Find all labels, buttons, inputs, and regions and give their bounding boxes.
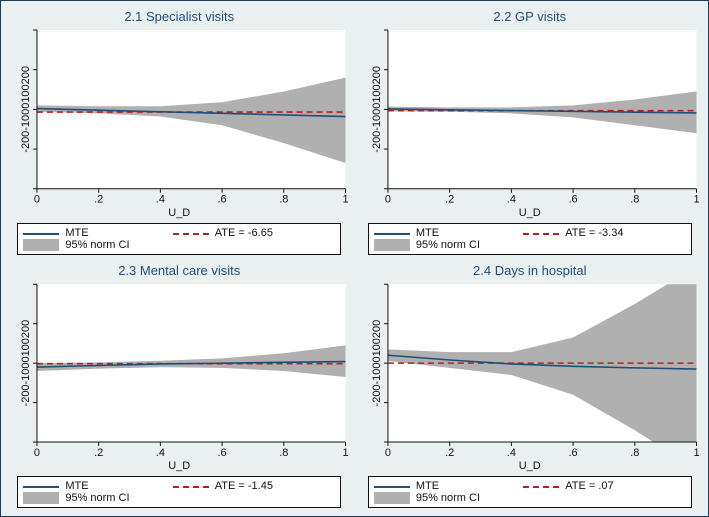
svg-text:.4: .4 xyxy=(156,447,165,459)
ci-swatch-icon xyxy=(374,239,410,251)
ci-swatch-icon xyxy=(374,492,410,504)
svg-text:.2: .2 xyxy=(445,194,454,206)
legend-item-mte: MTE xyxy=(374,480,517,492)
plot-svg: -200-1000100200 0 .2 .4 .6 .8 1 xyxy=(7,26,352,207)
panel-title: 2.2 GP visits xyxy=(493,9,566,24)
mte-line-icon xyxy=(23,227,59,239)
svg-text:-200-1000100200: -200-1000100200 xyxy=(20,66,32,153)
svg-text:.6: .6 xyxy=(568,447,577,459)
mte-line-icon xyxy=(374,480,410,492)
legend-box: MTE ATE = -3.34 95% norm CI xyxy=(368,223,692,255)
plot-svg: -200-1000100200 0 .2 .4 .6 .8 1 xyxy=(358,280,703,460)
svg-text:-200-1000100200: -200-1000100200 xyxy=(20,320,32,407)
svg-text:.8: .8 xyxy=(279,447,288,459)
legend-item-ate: ATE = -1.45 xyxy=(173,480,329,492)
ate-line-icon xyxy=(523,480,559,492)
legend-label-mte: MTE xyxy=(416,480,439,492)
svg-text:.6: .6 xyxy=(218,447,227,459)
legend-label-ate: ATE = -6.65 xyxy=(215,227,273,239)
plot-wrap: -200-1000100200 0 .2 .4 .6 .8 1 U_D xyxy=(358,26,703,219)
svg-text:.6: .6 xyxy=(568,194,577,206)
svg-text:.2: .2 xyxy=(94,447,103,459)
svg-text:0: 0 xyxy=(34,194,40,206)
panel-title: 2.4 Days in hospital xyxy=(473,263,586,278)
legend-label-ci: 95% norm CI xyxy=(65,492,129,504)
plot-svg: -200-1000100200 0 .2 .4 .6 .8 1 xyxy=(7,280,352,460)
svg-text:.4: .4 xyxy=(156,194,165,206)
plot-wrap: -200-1000100200 0 .2 .4 .6 .8 1 U_D xyxy=(358,280,703,472)
legend-label-mte: MTE xyxy=(65,480,88,492)
ate-line-icon xyxy=(523,227,559,239)
svg-text:1: 1 xyxy=(342,447,348,459)
legend-item-ate: ATE = -3.34 xyxy=(523,227,679,239)
svg-text:.4: .4 xyxy=(506,194,515,206)
svg-text:-200-1000100200: -200-1000100200 xyxy=(370,320,382,407)
svg-text:.8: .8 xyxy=(630,447,639,459)
legend-box: MTE ATE = -6.65 95% norm CI xyxy=(17,223,341,255)
mte-line-icon xyxy=(374,227,410,239)
panel-2-1: 2.1 Specialist visits -200-1000100200 0 .2… xyxy=(7,9,352,255)
legend-label-ate: ATE = -3.34 xyxy=(565,227,623,239)
legend-item-ci: 95% norm CI xyxy=(374,492,480,504)
svg-text:.8: .8 xyxy=(279,194,288,206)
legend-item-ate: ATE = .07 xyxy=(523,480,679,492)
plot-wrap: -200-1000100200 0 .2 .4 .6 .8 1 U_D xyxy=(7,26,352,219)
legend-item-ci: 95% norm CI xyxy=(374,239,480,251)
panel-2-4: 2.4 Days in hospital -200-1000100200 0 .2.… xyxy=(358,263,703,508)
legend-item-ate: ATE = -6.65 xyxy=(173,227,329,239)
panel-grid: 2.1 Specialist visits -200-1000100200 0 .2… xyxy=(1,1,708,516)
legend-box: MTE ATE = -1.45 95% norm CI xyxy=(17,476,341,508)
legend-item-ci: 95% norm CI xyxy=(23,239,129,251)
x-axis-label: U_D xyxy=(7,460,352,472)
ci-swatch-icon xyxy=(23,239,59,251)
svg-text:-200-1000100200: -200-1000100200 xyxy=(370,66,382,153)
svg-text:.8: .8 xyxy=(630,194,639,206)
x-axis-label: U_D xyxy=(358,207,703,219)
svg-text:.2: .2 xyxy=(94,194,103,206)
svg-text:.6: .6 xyxy=(218,194,227,206)
legend-label-ci: 95% norm CI xyxy=(65,239,129,251)
svg-text:1: 1 xyxy=(693,194,699,206)
ate-line-icon xyxy=(173,227,209,239)
svg-text:1: 1 xyxy=(342,194,348,206)
legend-item-mte: MTE xyxy=(23,227,166,239)
legend-label-ate: ATE = .07 xyxy=(565,480,613,492)
svg-text:.2: .2 xyxy=(445,447,454,459)
legend-label-mte: MTE xyxy=(65,227,88,239)
legend-item-mte: MTE xyxy=(374,227,517,239)
panel-title: 2.1 Specialist visits xyxy=(124,9,234,24)
svg-text:1: 1 xyxy=(693,447,699,459)
svg-text:0: 0 xyxy=(384,447,390,459)
legend-item-mte: MTE xyxy=(23,480,166,492)
legend-label-ci: 95% norm CI xyxy=(416,492,480,504)
legend-label-mte: MTE xyxy=(416,227,439,239)
panel-2-2: 2.2 GP visits -200-1000100200 0 .2 .4 .6 .8 1 … xyxy=(358,9,703,255)
legend-box: MTE ATE = .07 95% norm CI xyxy=(368,476,692,508)
svg-text:0: 0 xyxy=(34,447,40,459)
legend-item-ci: 95% norm CI xyxy=(23,492,129,504)
legend-label-ci: 95% norm CI xyxy=(416,239,480,251)
plot-wrap: -200-1000100200 0 .2 .4 .6 .8 1 U_D xyxy=(7,280,352,472)
plot-svg: -200-1000100200 0 .2 .4 .6 .8 1 xyxy=(358,26,703,207)
panel-title: 2.3 Mental care visits xyxy=(118,263,240,278)
x-axis-label: U_D xyxy=(358,460,703,472)
mte-line-icon xyxy=(23,480,59,492)
ate-line-icon xyxy=(173,480,209,492)
svg-text:0: 0 xyxy=(384,194,390,206)
ci-swatch-icon xyxy=(23,492,59,504)
panel-2-3: 2.3 Mental care visits -200-1000100200 0.… xyxy=(7,263,352,508)
x-axis-label: U_D xyxy=(7,207,352,219)
legend-label-ate: ATE = -1.45 xyxy=(215,480,273,492)
svg-text:.4: .4 xyxy=(506,447,515,459)
